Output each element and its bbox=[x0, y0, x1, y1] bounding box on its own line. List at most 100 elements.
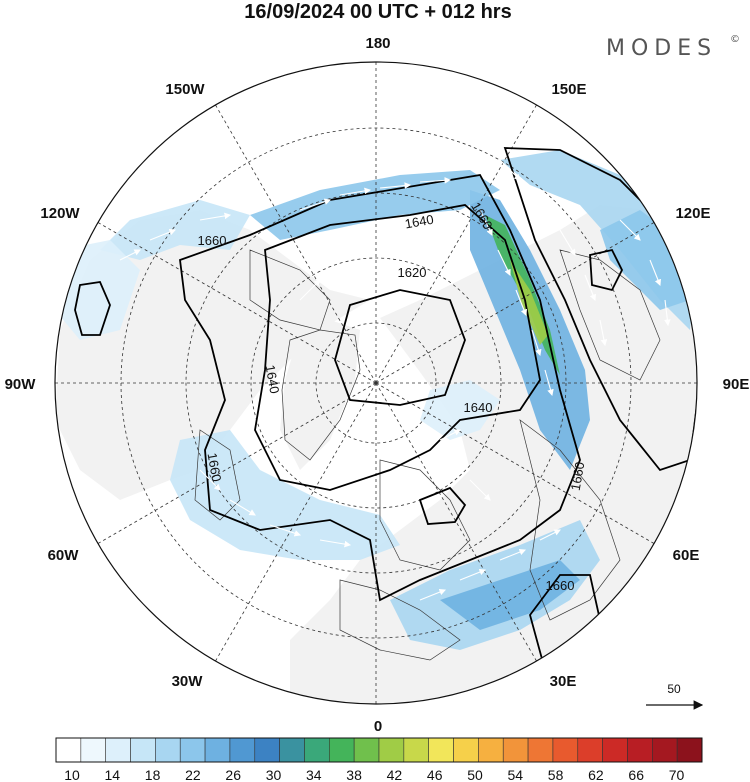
brand-text: MODES bbox=[606, 36, 717, 61]
wind-vectors bbox=[119, 159, 671, 601]
wind-arrow bbox=[259, 399, 271, 421]
colorbar-swatch bbox=[403, 737, 429, 763]
contour-label: 1660 bbox=[568, 461, 588, 492]
colorbar-tick-label: 66 bbox=[628, 767, 644, 782]
colorbar-swatch bbox=[552, 737, 579, 763]
wind-arrow bbox=[499, 159, 521, 181]
wind-arrow bbox=[529, 189, 551, 216]
contour-label: 1660 bbox=[546, 578, 575, 593]
colorbar-swatch bbox=[627, 737, 653, 763]
wind-arrow bbox=[531, 329, 542, 357]
coastline bbox=[281, 329, 361, 461]
land-region bbox=[300, 640, 480, 704]
colorbar-swatch bbox=[254, 737, 280, 763]
colorbar-tick-label: 26 bbox=[225, 767, 241, 782]
colorbar-swatch bbox=[353, 737, 380, 763]
colorbar-swatch bbox=[179, 737, 206, 763]
colorbar-swatch bbox=[155, 737, 181, 763]
colorbar-tick-label: 10 bbox=[64, 767, 80, 782]
wind-arrow bbox=[419, 588, 447, 601]
wind-arrow bbox=[229, 499, 256, 516]
longitude-label: 150W bbox=[165, 81, 205, 98]
colorbar-frame bbox=[55, 737, 703, 763]
longitude-labels: 180 150E 120E 90E 60E 30E 0 30W 60W 90W 120W 150W bbox=[5, 35, 750, 735]
colorbar-swatch bbox=[652, 737, 678, 763]
colorbar-swatch bbox=[304, 737, 330, 763]
height-contour bbox=[418, 486, 467, 525]
reference-vector-value: 50 bbox=[667, 682, 681, 696]
graticule bbox=[55, 62, 697, 704]
longitude-label: 30E bbox=[550, 673, 577, 690]
height-contour bbox=[179, 174, 581, 602]
wind-arrow bbox=[599, 319, 608, 347]
colorbar-tick-label: 54 bbox=[508, 767, 524, 782]
height-contour bbox=[74, 281, 111, 336]
wind-arrow bbox=[339, 187, 372, 196]
longitude-label: 150E bbox=[551, 81, 586, 98]
wind-arrow bbox=[619, 219, 641, 241]
colorbar-swatch bbox=[478, 737, 504, 763]
coastline bbox=[559, 249, 661, 381]
longitude-label: 180 bbox=[365, 35, 390, 52]
contour-label: 1620 bbox=[398, 265, 427, 280]
longitude-label: 0 bbox=[374, 718, 382, 735]
wind-arrow bbox=[469, 479, 491, 501]
wind-arrow bbox=[299, 279, 321, 301]
longitude-label: 120E bbox=[675, 205, 710, 222]
colorbar-swatch bbox=[204, 737, 231, 763]
colorbar-swatch bbox=[676, 737, 703, 763]
longitude-label: 90E bbox=[723, 376, 750, 393]
wind-arrow bbox=[515, 289, 528, 317]
brand-mark: © bbox=[730, 34, 740, 45]
wind-arrow bbox=[649, 259, 662, 287]
colorbar-swatch bbox=[527, 737, 554, 763]
colorbar-swatch bbox=[329, 737, 355, 763]
colorbar-swatch bbox=[55, 737, 82, 763]
longitude-label: 60W bbox=[48, 547, 80, 564]
wind-arrow bbox=[459, 568, 487, 581]
contour-label: 1660 bbox=[198, 233, 227, 248]
wind-arrow bbox=[199, 212, 232, 221]
reference-vector: 50 bbox=[646, 682, 704, 710]
map-title: 16/09/2024 00 UTC + 012 hrs bbox=[244, 1, 511, 23]
latitude-circle bbox=[250, 257, 502, 509]
colorbar-swatch bbox=[428, 737, 454, 763]
colorbar-tick-label: 22 bbox=[185, 767, 201, 782]
colorbar-tick-label: 14 bbox=[105, 767, 121, 782]
wind-arrow bbox=[539, 529, 561, 541]
wind-arrow bbox=[439, 429, 461, 441]
colorbar-swatch bbox=[229, 737, 256, 763]
wind-arrow bbox=[544, 369, 554, 397]
wind-speed-area bbox=[250, 170, 500, 240]
wind-arrow bbox=[584, 274, 597, 302]
wind-speed-area bbox=[420, 380, 500, 440]
height-contour bbox=[589, 248, 624, 292]
longitude-label: 30W bbox=[172, 673, 204, 690]
wind-arrow bbox=[479, 209, 493, 236]
colorbar-swatch bbox=[378, 737, 405, 763]
wind-arrow bbox=[379, 182, 412, 189]
coastlines bbox=[194, 249, 661, 661]
colorbar: 10 14 18 22 26 30 34 38 42 46 50 54 58 62 66 70 bbox=[55, 737, 703, 782]
wind-arrow bbox=[664, 299, 671, 327]
colorbar-tick-label: 58 bbox=[548, 767, 564, 782]
height-contour bbox=[254, 204, 541, 491]
colorbar-tick-label: 50 bbox=[467, 767, 483, 782]
colorbar-tick-label: 38 bbox=[346, 767, 362, 782]
contour-label: 1640 bbox=[404, 212, 435, 232]
colorbar-tick-label: 46 bbox=[427, 767, 443, 782]
colorbar-swatch bbox=[502, 737, 529, 763]
wind-speed-area bbox=[170, 430, 400, 560]
colorbar-tick-label: 62 bbox=[588, 767, 604, 782]
map-border bbox=[54, 61, 698, 705]
colorbar-tick-label: 18 bbox=[145, 767, 161, 782]
wind-arrow bbox=[119, 249, 141, 261]
colorbar-swatch bbox=[602, 737, 628, 763]
wind-arrow bbox=[499, 548, 527, 561]
coastline bbox=[339, 579, 461, 661]
modes-logo: MODES © bbox=[606, 34, 740, 61]
coastline bbox=[519, 419, 621, 621]
wind-arrow bbox=[419, 177, 452, 184]
longitude-label: 90W bbox=[5, 376, 37, 393]
